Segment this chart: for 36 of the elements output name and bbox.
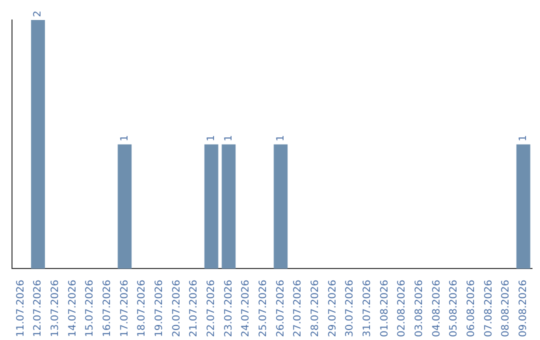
data-label: 2: [32, 10, 44, 17]
x-tick-label: 18.07.2026: [136, 280, 148, 338]
x-tick-label: 17.07.2026: [119, 280, 130, 338]
data-label: 1: [206, 134, 217, 142]
x-tick-label: 30.07.2026: [344, 280, 356, 338]
x-tick-label: 24.07.2026: [240, 280, 252, 338]
x-tick-label: 29.07.2026: [327, 280, 338, 338]
x-tick-label: 01.08.2026: [379, 280, 390, 338]
x-tick-label: 20.07.2026: [171, 280, 182, 338]
x-tick-label: 14.07.2026: [67, 280, 78, 338]
data-label: 1: [275, 134, 286, 142]
x-tick-label: 13.07.2026: [50, 280, 61, 338]
x-tick-label: 07.08.2026: [483, 280, 494, 338]
x-tick-label: 08.08.2026: [500, 280, 512, 338]
x-tick-label: 19.07.2026: [154, 280, 165, 338]
x-tick-label: 03.08.2026: [414, 280, 425, 338]
data-label: 1: [119, 134, 130, 142]
x-tick-label: 09.08.2026: [518, 280, 529, 338]
x-tick-label: 26.07.2026: [275, 280, 286, 338]
x-tick-label: 04.08.2026: [431, 280, 442, 338]
x-tick-label: 05.08.2026: [448, 280, 460, 338]
x-tick-label: 15.07.2026: [84, 280, 96, 338]
x-tick-label: 02.08.2026: [396, 280, 408, 338]
x-tick-label: 12.07.2026: [32, 280, 44, 338]
x-tick-label: 16.07.2026: [102, 280, 113, 338]
x-tick-label: 22.07.2026: [206, 280, 217, 338]
data-label: 1: [223, 134, 234, 142]
data-label: 1: [518, 134, 529, 142]
x-tick-label: 11.07.2026: [15, 280, 26, 338]
x-tick-label: 25.07.2026: [258, 280, 269, 338]
x-tick-label: 21.07.2026: [188, 280, 200, 338]
x-tick-label: 06.08.2026: [466, 280, 477, 338]
x-tick-label: 28.07.2026: [310, 280, 321, 338]
x-tick-label: 27.07.2026: [292, 280, 304, 338]
x-tick-label: 31.07.2026: [362, 280, 373, 338]
x-tick-label: 23.07.2026: [223, 280, 234, 338]
